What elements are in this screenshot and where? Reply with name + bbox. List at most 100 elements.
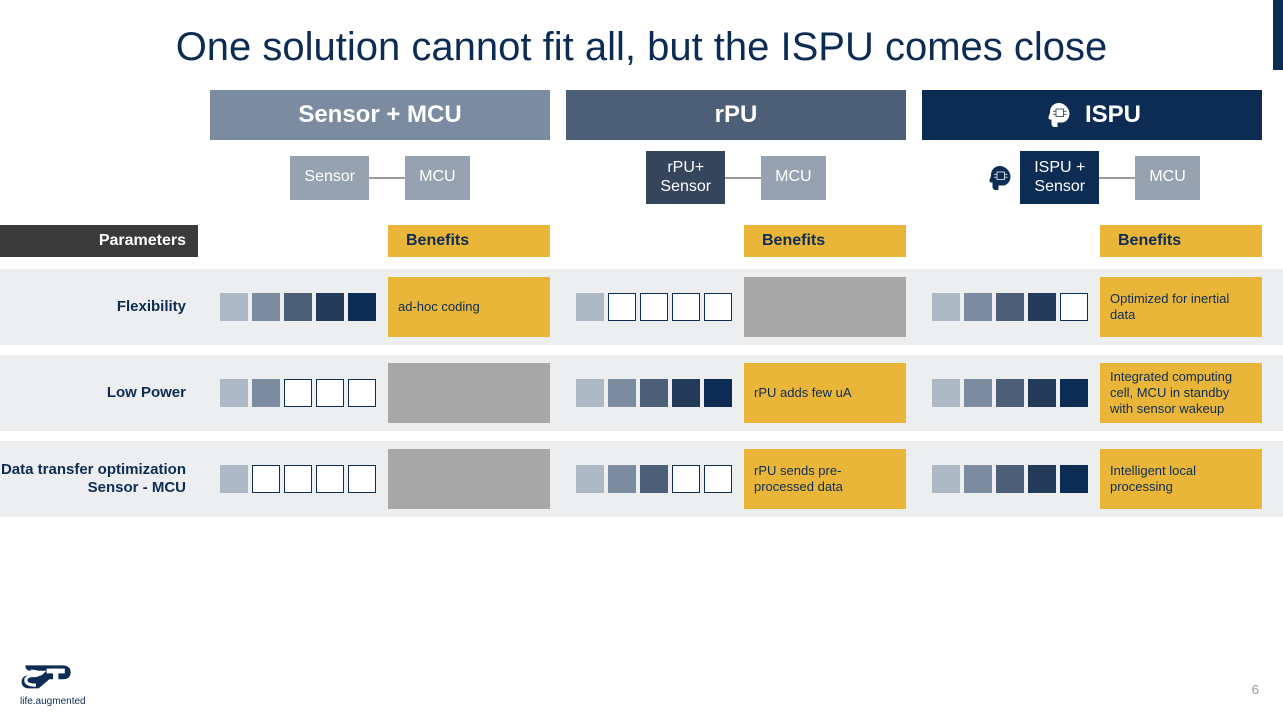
rating-squares xyxy=(566,465,744,493)
benefit-box xyxy=(388,363,550,423)
param-cell: ad-hoc coding xyxy=(210,269,550,345)
rating-squares xyxy=(210,465,388,493)
rating-square xyxy=(1028,465,1056,493)
param-row: Low Power rPU adds few uA Integrated compu… xyxy=(0,355,1283,431)
benefit-box: rPU adds few uA xyxy=(744,363,906,423)
rating-square xyxy=(348,293,376,321)
arch-box-sensor: Sensor xyxy=(290,156,369,200)
param-cell: Integrated computing cell, MCU in standb… xyxy=(922,355,1262,431)
st-logo-icon xyxy=(20,656,84,694)
benefits-tag: Benefits xyxy=(388,225,550,257)
brand-logo: life.augmented xyxy=(20,656,86,707)
slide-title: One solution cannot fit all, but the ISP… xyxy=(0,0,1283,90)
rating-square xyxy=(576,293,604,321)
rating-square xyxy=(964,465,992,493)
rating-squares xyxy=(922,379,1100,407)
rating-square xyxy=(1028,379,1056,407)
param-cell xyxy=(210,441,550,517)
rating-square xyxy=(220,465,248,493)
rating-square xyxy=(220,293,248,321)
page-number: 6 xyxy=(1252,682,1259,697)
benefits-tag: Benefits xyxy=(1100,225,1262,257)
rating-square xyxy=(932,465,960,493)
rating-square xyxy=(252,293,280,321)
param-cell xyxy=(566,269,906,345)
arch-cell-sensor-mcu: Sensor MCU xyxy=(210,150,550,205)
rating-squares xyxy=(566,293,744,321)
rating-square xyxy=(576,465,604,493)
rating-square xyxy=(284,293,312,321)
arch-box-mcu: MCU xyxy=(1135,156,1199,200)
benefit-box: Integrated computing cell, MCU in standb… xyxy=(1100,363,1262,423)
rating-square xyxy=(996,379,1024,407)
connector-line xyxy=(1099,177,1135,179)
parameters-label: Parameters xyxy=(0,225,198,257)
rating-square xyxy=(1060,293,1088,321)
benefit-box: ad-hoc coding xyxy=(388,277,550,337)
col-header-rpu: rPU xyxy=(566,90,906,140)
rating-squares xyxy=(210,379,388,407)
rating-squares xyxy=(922,465,1100,493)
rating-square xyxy=(284,465,312,493)
benefit-box xyxy=(388,449,550,509)
rating-square xyxy=(284,379,312,407)
param-row: Flexibility ad-hoc coding Optimized for in… xyxy=(0,269,1283,345)
ispu-head-icon xyxy=(984,162,1016,194)
ispu-head-icon xyxy=(1043,99,1075,131)
connector-line xyxy=(725,177,761,179)
rating-square xyxy=(316,465,344,493)
arch-cell-rpu: rPU+ Sensor MCU xyxy=(566,150,906,205)
arch-box-mcu: MCU xyxy=(405,156,469,200)
rating-square xyxy=(672,379,700,407)
rating-square xyxy=(1060,465,1088,493)
param-cells: ad-hoc coding Optimized for inertial data xyxy=(198,269,1262,345)
rating-square xyxy=(348,379,376,407)
arch-box-ispu-sensor: ISPU + Sensor xyxy=(1020,151,1099,204)
rating-square xyxy=(704,379,732,407)
arch-box-rpu-sensor: rPU+ Sensor xyxy=(646,151,725,204)
rating-square xyxy=(932,293,960,321)
rating-square xyxy=(996,293,1024,321)
connector-line xyxy=(369,177,405,179)
benefit-box xyxy=(744,277,906,337)
rating-square xyxy=(608,379,636,407)
param-label: Flexibility xyxy=(0,269,198,345)
param-cell: Intelligent local processing xyxy=(922,441,1262,517)
rating-squares xyxy=(566,379,744,407)
benefit-box: Intelligent local processing xyxy=(1100,449,1262,509)
rating-square xyxy=(996,465,1024,493)
rows-container: Flexibility ad-hoc coding Optimized for in… xyxy=(0,269,1283,517)
rating-square xyxy=(932,379,960,407)
rating-square xyxy=(316,379,344,407)
col-header-label: rPU xyxy=(715,101,758,129)
rating-square xyxy=(640,379,668,407)
benefits-tag: Benefits xyxy=(744,225,906,257)
rating-square xyxy=(220,379,248,407)
rating-square xyxy=(704,465,732,493)
col-header-label: Sensor + MCU xyxy=(298,101,461,129)
col-header-label: ISPU xyxy=(1085,101,1141,129)
rating-square xyxy=(964,293,992,321)
rating-square xyxy=(608,465,636,493)
param-cell xyxy=(210,355,550,431)
benefit-box: Optimized for inertial data xyxy=(1100,277,1262,337)
rating-square xyxy=(640,293,668,321)
parameters-header-row: Parameters Benefits Benefits Benefits xyxy=(0,223,1283,259)
rating-square xyxy=(1060,379,1088,407)
rating-square xyxy=(316,293,344,321)
rating-square xyxy=(672,465,700,493)
rating-square xyxy=(1028,293,1056,321)
benefits-col1: Benefits xyxy=(566,225,906,257)
rating-square xyxy=(964,379,992,407)
param-label: Low Power xyxy=(0,355,198,431)
benefit-box: rPU sends pre-processed data xyxy=(744,449,906,509)
rating-square xyxy=(252,379,280,407)
accent-side-bar xyxy=(1273,0,1283,70)
param-cell: rPU sends pre-processed data xyxy=(566,441,906,517)
col-header-ispu: ISPU xyxy=(922,90,1262,140)
arch-cell-ispu: ISPU + Sensor MCU xyxy=(922,150,1262,205)
param-cells: rPU adds few uA Integrated computing cell… xyxy=(198,355,1262,431)
rating-square xyxy=(640,465,668,493)
rating-squares xyxy=(922,293,1100,321)
param-row: Data transfer optimization Sensor - MCUr… xyxy=(0,441,1283,517)
